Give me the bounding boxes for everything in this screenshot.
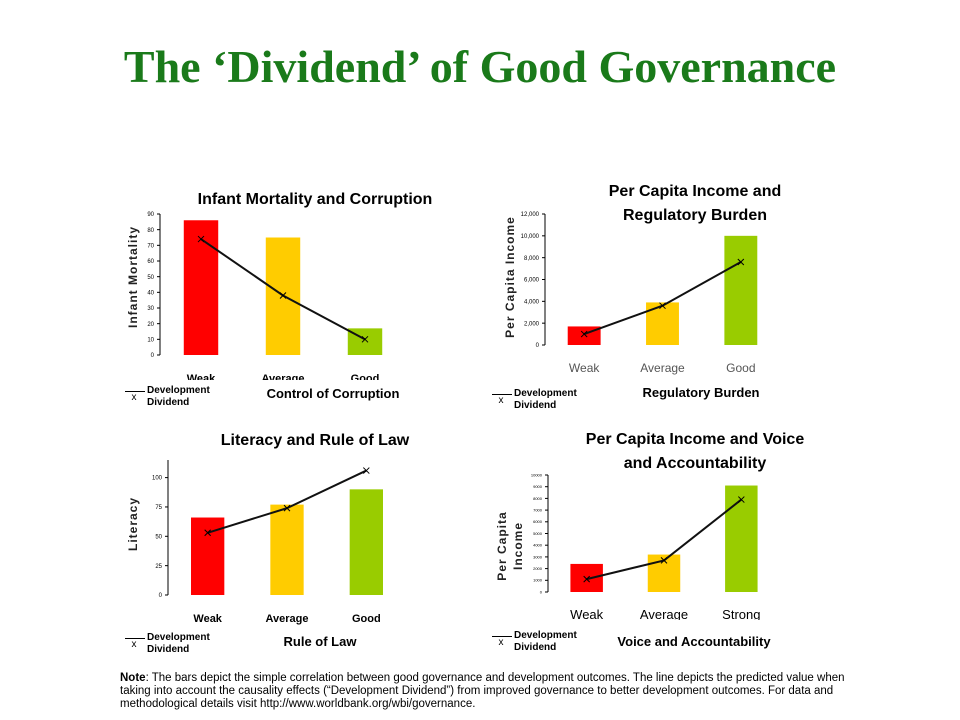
dividend-point	[737, 258, 745, 266]
y-tick-label: 75	[155, 505, 162, 511]
y-tick-label: 2,000	[524, 321, 540, 327]
y-tick-label: 25	[155, 564, 162, 570]
y-tick-label: 12,000	[521, 212, 540, 218]
bar-strong	[725, 485, 758, 592]
dividend-point	[583, 575, 591, 583]
legend-marker: x	[492, 636, 512, 649]
y-axis-label: Literacy	[126, 496, 140, 552]
legend: x Development Dividend	[125, 385, 235, 411]
chart-literacy-rule-of-law: 0 25 50 75 100 Weak Average Good	[152, 460, 383, 625]
dividend-point	[283, 504, 291, 512]
y-tick-label: 9000	[533, 484, 543, 489]
y-tick-label: 10,000	[521, 234, 540, 240]
legend-label-line2: Dividend	[147, 397, 190, 408]
note-text: : The bars depict the simple correlation…	[120, 672, 845, 710]
y-tick-label: 2000	[533, 566, 543, 571]
dividend-point	[737, 496, 745, 503]
y-tick-label: 7000	[533, 508, 543, 513]
x-axis-title: Control of Corruption	[266, 386, 400, 401]
dividend-point	[361, 335, 369, 343]
y-axis-label: Infant Mortality	[126, 226, 140, 328]
x-tick-label: Good	[726, 361, 755, 375]
chart-title: Per Capita Income and Voice and Accounta…	[585, 431, 805, 472]
x-tick-label: Average	[640, 361, 685, 375]
x-tick-label: Weak	[569, 361, 600, 375]
dividend-point	[279, 292, 287, 299]
legend-label-line1: Development	[147, 632, 210, 643]
y-tick-label: 80	[147, 228, 154, 234]
x-tick-label: Average	[265, 613, 308, 625]
footnote: Note: The bars depict the simple correla…	[120, 672, 860, 711]
y-tick-label: 4,000	[524, 299, 540, 305]
y-tick-label: 10000	[531, 472, 543, 477]
chart-title: Infant Mortality and Corruption	[197, 191, 433, 208]
y-tick-label: 60	[147, 259, 154, 265]
x-tick-label: Average	[640, 607, 688, 620]
y-tick-label: 5000	[533, 531, 543, 536]
y-tick-label: 0	[151, 353, 155, 359]
dividend-point	[362, 467, 370, 474]
bar-weak	[191, 517, 225, 595]
y-tick-label: 30	[147, 306, 154, 312]
bar-weak	[183, 220, 219, 355]
dividend-point	[204, 529, 212, 537]
x-axis-title: Rule of Law	[283, 634, 357, 649]
legend: x Development Dividend	[125, 632, 235, 658]
y-tick-label: 50	[155, 534, 162, 540]
page-title: The ‘Dividend’ of Good Governance	[123, 41, 837, 92]
bar-average	[270, 504, 304, 595]
y-tick-label: 8,000	[524, 256, 540, 262]
y-tick-label: 90	[147, 212, 154, 218]
note-label: Note	[120, 672, 146, 684]
bar-good	[349, 489, 383, 595]
y-tick-label: 0	[540, 589, 543, 594]
legend: x Development Dividend	[492, 388, 602, 414]
dividend-point	[660, 557, 668, 564]
y-tick-label: 10	[147, 337, 154, 343]
y-tick-label: 0	[159, 593, 163, 599]
bar-weak	[570, 563, 603, 592]
x-tick-label: Strong	[722, 607, 760, 620]
dividend-point	[659, 302, 666, 310]
x-axis-title: Regulatory Burden	[642, 385, 760, 400]
legend-marker: x	[125, 391, 145, 404]
y-tick-label: 100	[152, 476, 163, 482]
y-tick-label: 8000	[533, 496, 543, 501]
x-tick-label: Good	[351, 373, 380, 380]
chart-title: Literacy and Rule of Law	[220, 432, 410, 449]
legend-label-line2: Dividend	[147, 644, 190, 655]
y-tick-label: 50	[147, 275, 154, 281]
legend-marker: x	[492, 394, 512, 407]
x-tick-label: Weak	[187, 373, 216, 380]
chart-income-voice: 0 1000 2000 3000 4000 5000 6000 7000 8000 9000 100…	[531, 472, 761, 620]
legend-label-line2: Dividend	[514, 400, 557, 411]
y-tick-label: 0	[536, 343, 540, 349]
y-tick-label: 1000	[533, 578, 543, 583]
y-tick-label: 20	[147, 322, 154, 328]
x-tick-label: Average	[261, 373, 304, 380]
x-tick-label: Weak	[570, 607, 603, 620]
x-tick-label: Good	[352, 613, 381, 625]
chart-infant-mortality: 0 10 20 30 40 50 60 70 80 90 Weak Average Good	[147, 212, 383, 380]
y-tick-label: 4000	[533, 543, 543, 548]
y-tick-label: 40	[147, 290, 154, 296]
y-tick-label: 6,000	[524, 278, 540, 284]
legend-label-line2: Dividend	[514, 642, 557, 653]
y-tick-label: 6000	[533, 519, 543, 524]
legend-label-line1: Development	[514, 630, 577, 641]
dividend-point	[197, 235, 205, 243]
chart-income-regulatory: 0 2,000 4,000 6,000 8,000 10,000 12,000 Weak Ave…	[521, 212, 758, 375]
legend-label-line1: Development	[514, 388, 577, 399]
y-tick-label: 3000	[533, 554, 543, 559]
dividend-point	[580, 330, 588, 338]
chart-title: Per Capita Income and Regulatory Burden	[608, 183, 782, 224]
y-tick-label: 70	[147, 243, 154, 249]
bar-good	[724, 235, 758, 345]
x-tick-label: Weak	[193, 613, 222, 625]
legend-marker: x	[125, 638, 145, 651]
x-axis-title: Voice and Accountability	[617, 634, 771, 649]
legend-label-line1: Development	[147, 385, 210, 396]
legend: x Development Dividend	[492, 630, 602, 656]
